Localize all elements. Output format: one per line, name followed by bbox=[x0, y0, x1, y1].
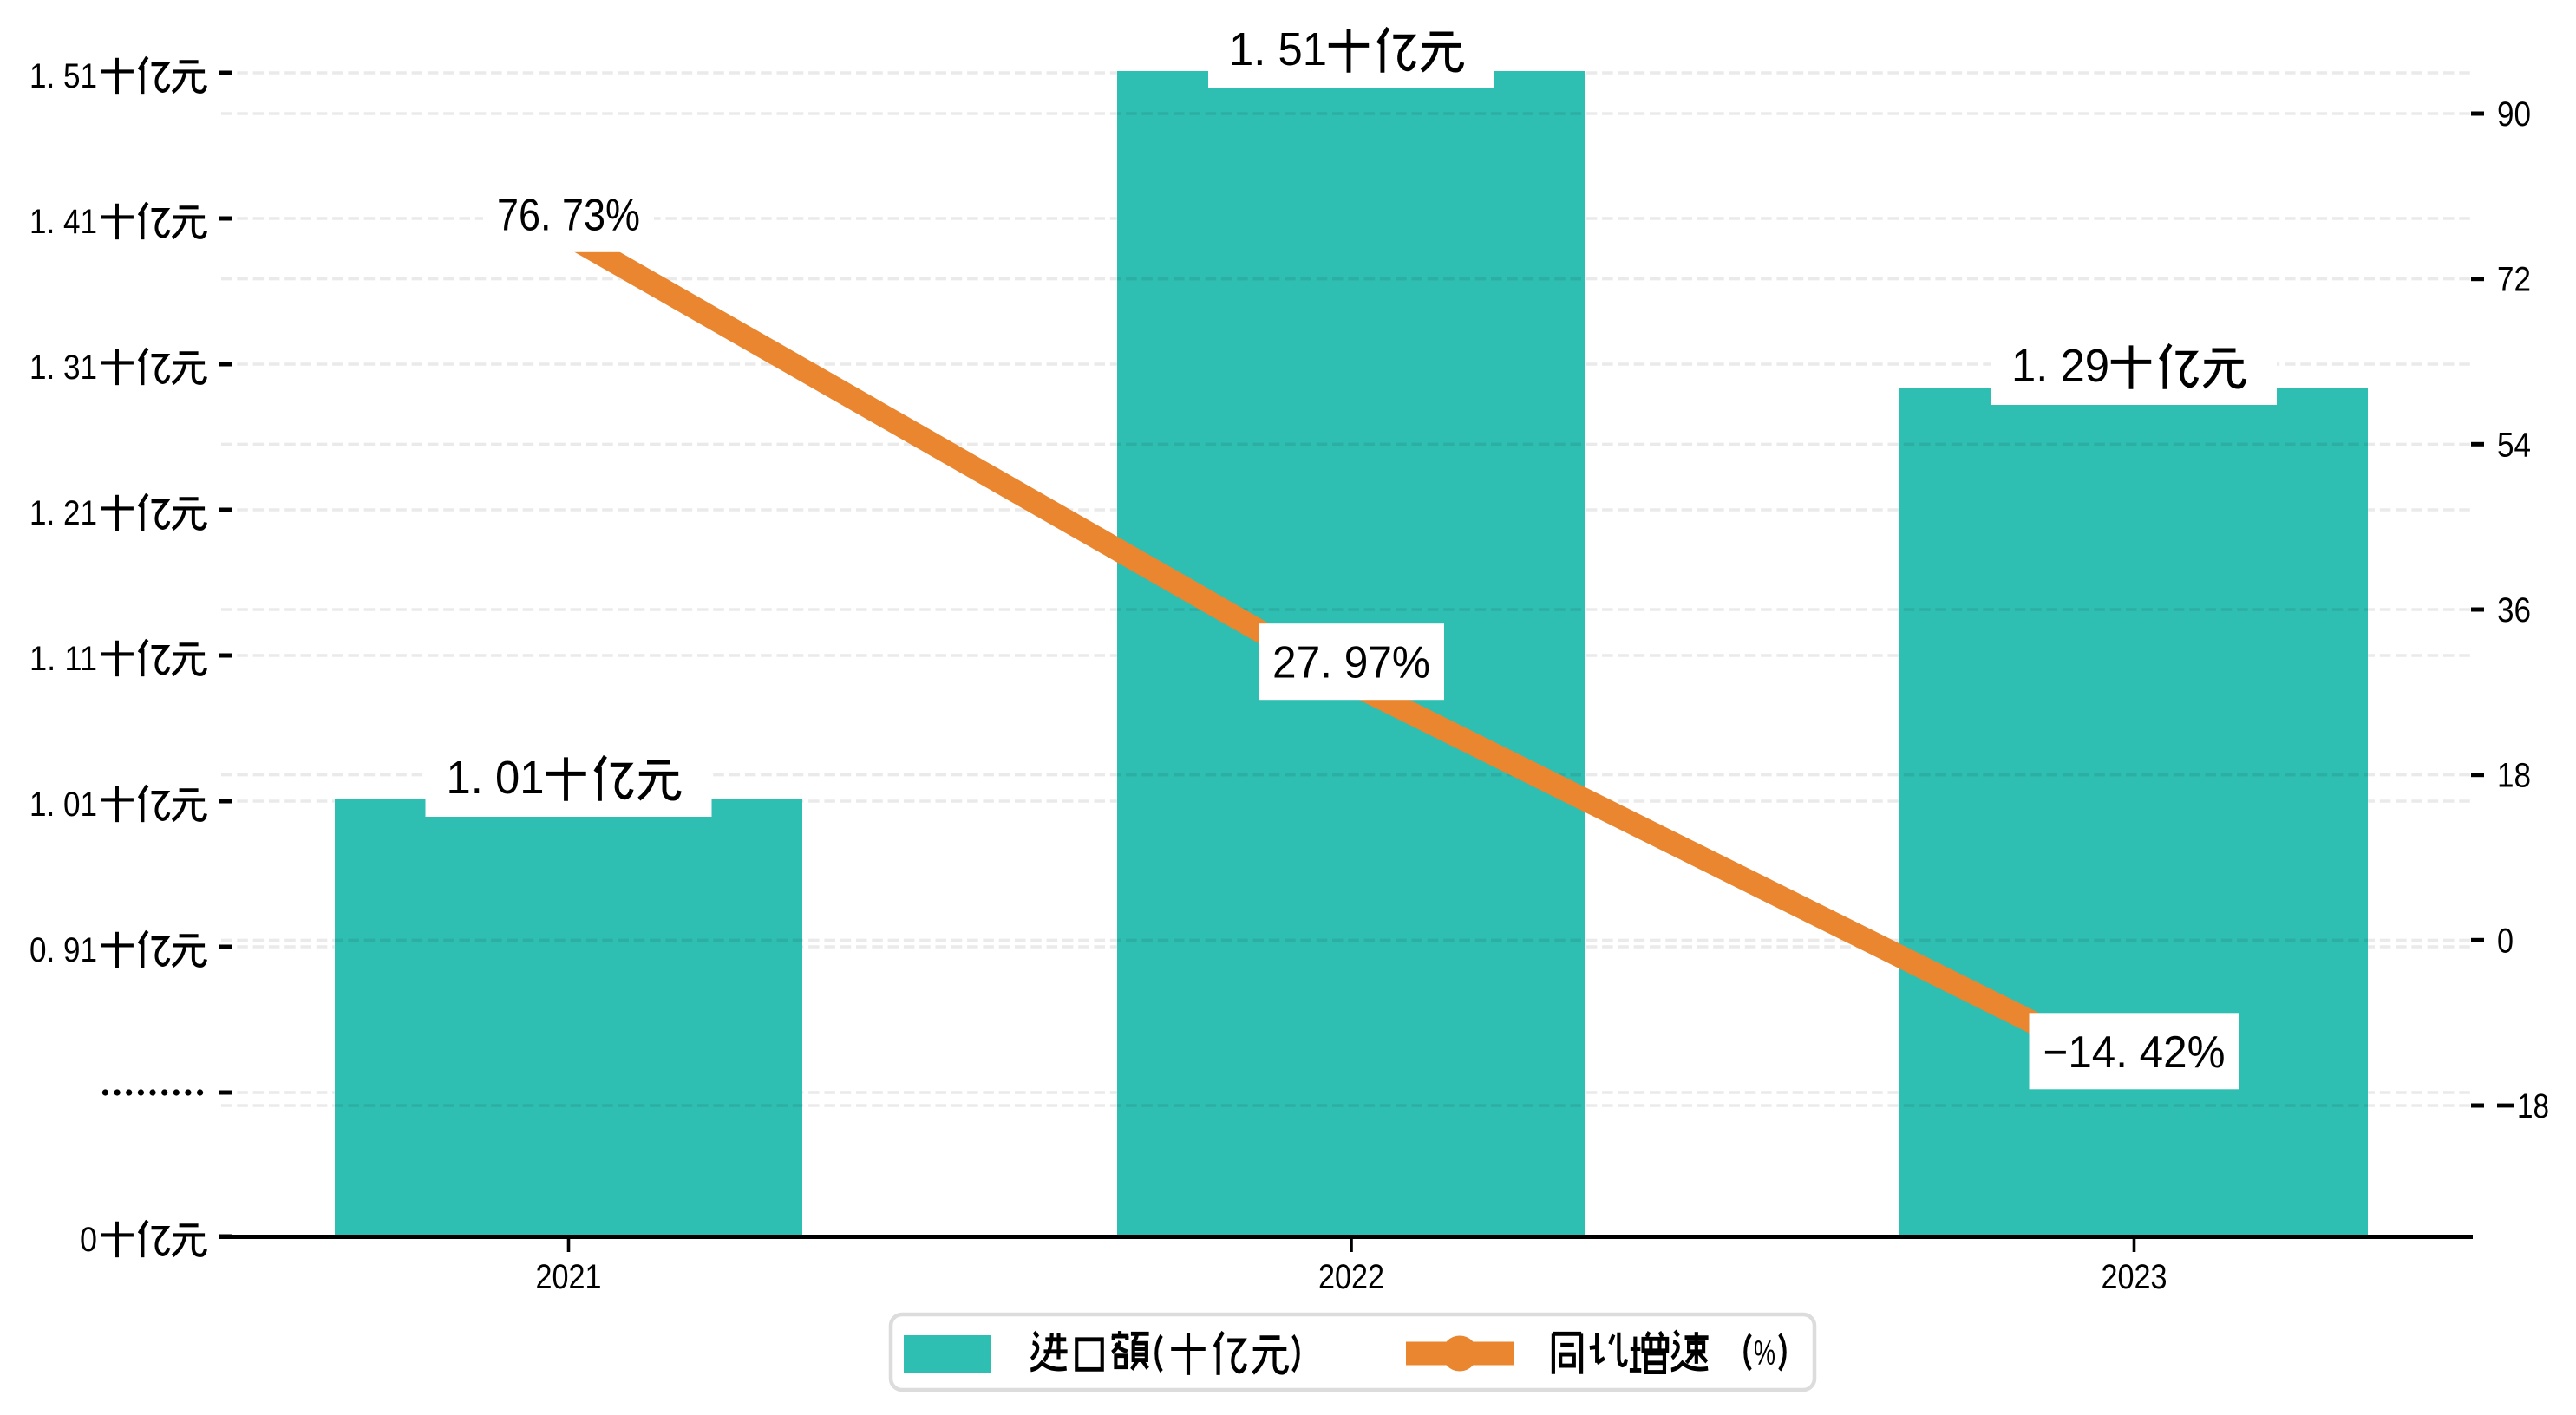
svg-text:1. 01: 1. 01 bbox=[447, 752, 545, 804]
svg-text:27. 97%: 27. 97% bbox=[1272, 638, 1430, 688]
svg-text:18: 18 bbox=[2497, 757, 2531, 795]
svg-text:72: 72 bbox=[2497, 261, 2531, 299]
svg-text:0. 91: 0. 91 bbox=[29, 931, 97, 969]
svg-text:2023: 2023 bbox=[2102, 1258, 2167, 1296]
svg-text:1. 01: 1. 01 bbox=[29, 786, 97, 824]
svg-text:1. 31: 1. 31 bbox=[29, 349, 97, 387]
svg-text:1. 51: 1. 51 bbox=[1229, 23, 1327, 75]
svg-text:1. 21: 1. 21 bbox=[29, 494, 97, 532]
svg-text:76. 73%: 76. 73% bbox=[497, 190, 640, 240]
svg-text:0: 0 bbox=[80, 1221, 97, 1259]
svg-text:−14. 42%: −14. 42% bbox=[2043, 1027, 2226, 1078]
svg-text:90: 90 bbox=[2497, 95, 2531, 134]
svg-text:1. 11: 1. 11 bbox=[29, 640, 97, 678]
svg-text:2021: 2021 bbox=[536, 1258, 602, 1296]
svg-text:1. 41: 1. 41 bbox=[29, 203, 97, 241]
svg-text:2022: 2022 bbox=[1318, 1258, 1384, 1296]
svg-text:1. 51: 1. 51 bbox=[29, 57, 97, 95]
svg-text:18: 18 bbox=[2517, 1087, 2549, 1125]
svg-text:%: % bbox=[1754, 1334, 1775, 1373]
svg-text:1. 29: 1. 29 bbox=[2011, 340, 2109, 392]
svg-text:36: 36 bbox=[2497, 591, 2531, 629]
svg-text:0: 0 bbox=[2497, 922, 2514, 960]
svg-text:54: 54 bbox=[2497, 426, 2531, 464]
